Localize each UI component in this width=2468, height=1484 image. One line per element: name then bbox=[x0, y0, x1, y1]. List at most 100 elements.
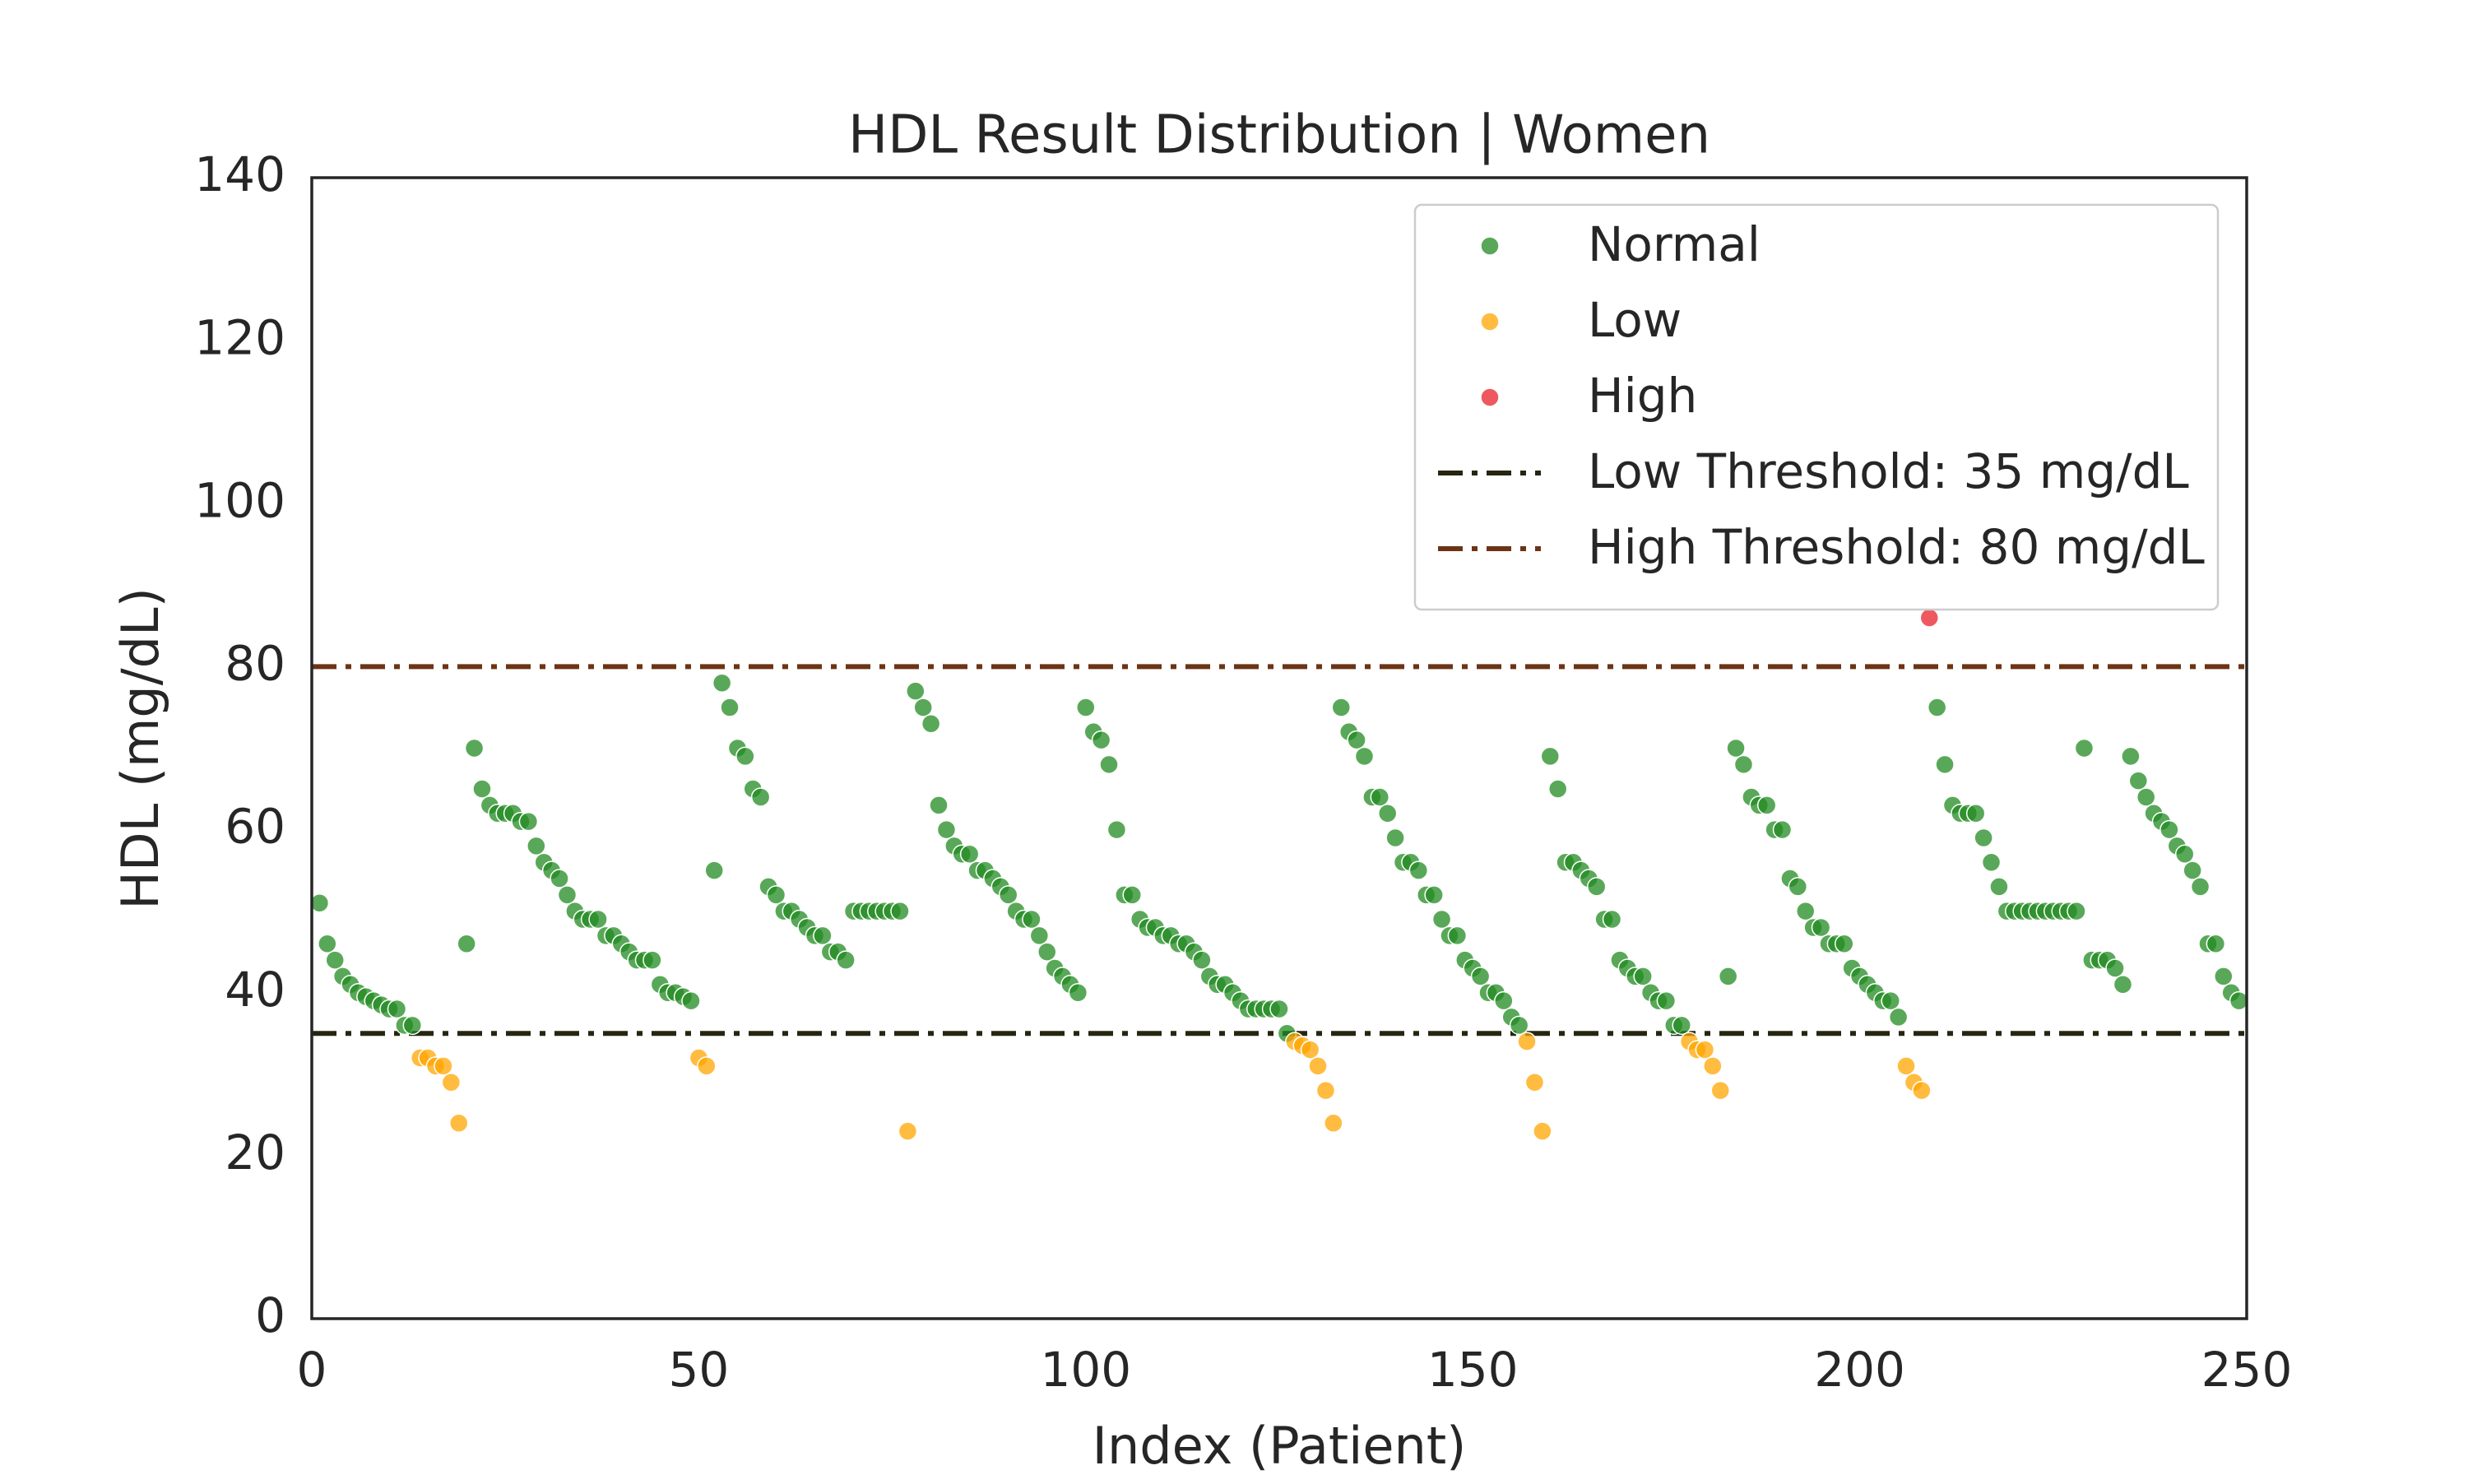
data-point bbox=[402, 1015, 423, 1036]
y-tick-label: 20 bbox=[225, 1125, 285, 1180]
data-point bbox=[2136, 787, 2156, 807]
data-point bbox=[588, 909, 608, 930]
data-point bbox=[1099, 754, 1119, 775]
data-point bbox=[2183, 860, 2202, 880]
data-point bbox=[704, 860, 724, 880]
data-point bbox=[441, 1072, 462, 1092]
data-point bbox=[1370, 787, 1390, 807]
data-point bbox=[1022, 909, 1041, 930]
data-point bbox=[1331, 698, 1352, 717]
data-point bbox=[518, 811, 539, 832]
data-point bbox=[2128, 771, 2149, 791]
data-point bbox=[1586, 877, 1607, 897]
data-point bbox=[1772, 819, 1793, 840]
data-point bbox=[325, 950, 345, 970]
legend-label: Low Threshold: 35 mg/dL bbox=[1588, 443, 2189, 499]
data-point bbox=[1091, 730, 1111, 750]
data-point bbox=[1517, 1032, 1537, 1051]
data-point bbox=[1981, 852, 2002, 872]
legend-label: High Threshold: 80 mg/dL bbox=[1588, 519, 2205, 575]
data-point bbox=[1718, 967, 1738, 986]
data-point bbox=[1726, 738, 1746, 758]
x-tick-label: 0 bbox=[297, 1342, 327, 1398]
data-point bbox=[1324, 1113, 1343, 1133]
data-point bbox=[1896, 1056, 1916, 1076]
y-tick-label: 120 bbox=[194, 309, 285, 365]
data-point bbox=[1029, 925, 1050, 946]
data-point bbox=[1300, 1040, 1320, 1060]
data-point bbox=[898, 1121, 918, 1141]
data-point bbox=[1927, 698, 1947, 717]
data-point bbox=[681, 990, 701, 1011]
x-tick-label: 200 bbox=[1814, 1342, 1905, 1398]
legend-label: High bbox=[1588, 368, 1697, 424]
data-point bbox=[906, 681, 926, 701]
data-point bbox=[2206, 934, 2226, 954]
data-point bbox=[2113, 975, 2133, 995]
data-point bbox=[766, 885, 786, 905]
legend-label: Normal bbox=[1588, 216, 1761, 272]
legend-marker bbox=[1480, 236, 1500, 256]
legend-marker bbox=[1480, 387, 1500, 407]
data-point bbox=[643, 950, 662, 970]
data-point bbox=[1989, 877, 2009, 897]
data-point bbox=[735, 746, 755, 767]
data-point bbox=[1881, 990, 1900, 1011]
data-point bbox=[2174, 844, 2195, 865]
x-tick-label: 50 bbox=[668, 1342, 729, 1398]
data-point bbox=[1540, 746, 1561, 767]
data-point bbox=[1408, 860, 1429, 880]
data-point bbox=[913, 698, 933, 717]
y-tick-label: 60 bbox=[225, 799, 285, 855]
y-tick-label: 140 bbox=[194, 146, 285, 202]
data-point bbox=[1524, 1072, 1545, 1092]
data-point bbox=[434, 1056, 453, 1076]
data-point bbox=[387, 999, 407, 1019]
data-point bbox=[2121, 746, 2141, 767]
data-point bbox=[449, 1113, 469, 1133]
y-tick-label: 0 bbox=[255, 1287, 285, 1343]
x-tick-label: 150 bbox=[1427, 1342, 1519, 1398]
data-point bbox=[813, 925, 833, 946]
data-point bbox=[2190, 877, 2211, 897]
data-point bbox=[1672, 1015, 1691, 1036]
data-point bbox=[1470, 967, 1491, 986]
data-point bbox=[1385, 828, 1405, 848]
data-point bbox=[1788, 877, 1808, 897]
data-point bbox=[1347, 730, 1366, 750]
data-point bbox=[836, 950, 856, 970]
data-point bbox=[1447, 925, 1468, 946]
legend-label: Low bbox=[1588, 292, 1682, 348]
y-tick-label: 100 bbox=[194, 472, 285, 528]
data-point bbox=[1835, 934, 1854, 954]
data-point bbox=[557, 885, 578, 905]
data-point bbox=[1424, 885, 1444, 905]
legend-box bbox=[1413, 203, 2220, 611]
data-point bbox=[921, 714, 941, 734]
data-point bbox=[1935, 754, 1955, 775]
x-axis-label: Index (Patient) bbox=[1093, 1416, 1467, 1476]
plot-frame bbox=[310, 176, 2248, 1320]
data-point bbox=[750, 787, 771, 807]
data-point bbox=[712, 673, 732, 693]
data-point bbox=[1795, 901, 1816, 921]
data-point bbox=[1037, 942, 1057, 962]
data-point bbox=[959, 844, 980, 865]
data-point bbox=[1965, 804, 1986, 823]
data-point bbox=[720, 698, 740, 717]
data-point bbox=[1192, 950, 1212, 970]
data-point bbox=[1547, 779, 1568, 799]
data-point bbox=[2067, 901, 2086, 921]
data-point bbox=[464, 738, 485, 758]
data-point bbox=[1695, 1040, 1715, 1060]
data-point bbox=[998, 885, 1018, 905]
data-point bbox=[1068, 982, 1088, 1003]
data-point bbox=[1377, 804, 1398, 823]
data-point bbox=[318, 934, 337, 954]
chart-title: HDL Result Distribution | Women bbox=[848, 105, 1710, 166]
data-point bbox=[1811, 917, 1831, 938]
data-point bbox=[1974, 828, 1993, 848]
data-point bbox=[697, 1056, 717, 1076]
